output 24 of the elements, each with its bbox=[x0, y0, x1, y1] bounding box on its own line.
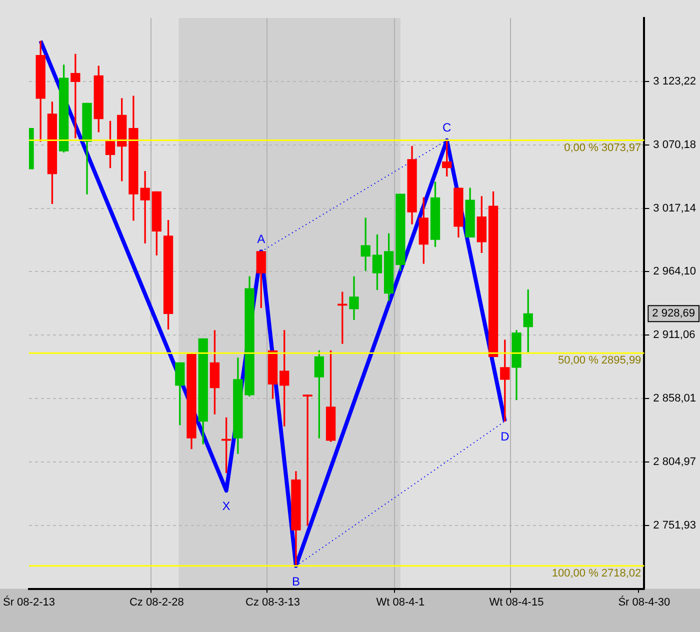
y-tick-label: 3 070,18 bbox=[653, 138, 696, 151]
x-tick-label: Cz 08-2-28 bbox=[129, 596, 184, 608]
x-tick-label: Śr 08-4-30 bbox=[618, 595, 670, 608]
y-tick-label: 2 751,93 bbox=[653, 519, 696, 532]
y-tick-label: 2 964,10 bbox=[653, 266, 696, 278]
x-tick-label: Cz 08-3-13 bbox=[246, 596, 300, 608]
x-tick-label: Wt 08-4-1 bbox=[376, 596, 425, 608]
y-tick-label: 3 017,14 bbox=[653, 202, 696, 214]
data-label: X bbox=[222, 498, 230, 513]
ref-line-label: 50,00 % 2895,99 bbox=[558, 354, 642, 367]
x-tick-label: Wt 08-4-15 bbox=[489, 596, 544, 608]
data-label: A bbox=[257, 232, 266, 246]
y-tick-label: 2 911,06 bbox=[653, 329, 696, 342]
ref-line-label: 100,00 % 2718,02 bbox=[552, 567, 642, 580]
ref-line-label: 0,00 % 3073,97 bbox=[564, 142, 642, 154]
data-label: D bbox=[500, 430, 510, 444]
text: 2 928,69 bbox=[652, 308, 696, 320]
candlestick bbox=[302, 394, 312, 526]
data-label: B bbox=[292, 574, 300, 588]
y-tick-label: 3 123,22 bbox=[653, 75, 696, 88]
data-label: C bbox=[442, 120, 452, 135]
y-tick-label: 2 858,01 bbox=[653, 392, 696, 405]
y-tick-label: 2 804,97 bbox=[653, 456, 696, 468]
x-tick-label: Śr 08-2-13 bbox=[2, 595, 55, 608]
